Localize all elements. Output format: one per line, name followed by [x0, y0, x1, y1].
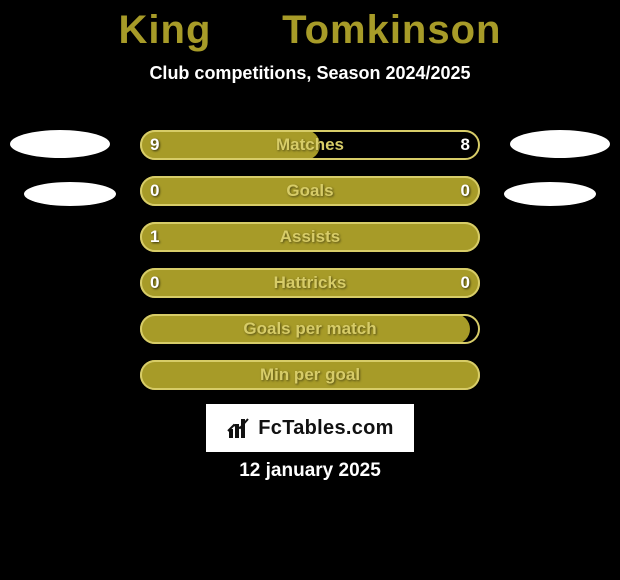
- stat-bar-track: Assists: [140, 222, 480, 252]
- player-a-name: King: [119, 8, 212, 52]
- stat-bar-fill: [140, 360, 480, 390]
- stat-bar-track: Hattricks: [140, 268, 480, 298]
- player-b-name: Tomkinson: [282, 8, 501, 52]
- stat-bar-track: Goals: [140, 176, 480, 206]
- stat-bar-fill: [140, 314, 470, 344]
- stat-bar-fill: [140, 176, 480, 206]
- brand-box: FcTables.com: [206, 404, 414, 452]
- stat-row: Assists1: [0, 222, 620, 252]
- stat-row: Matches98: [0, 130, 620, 160]
- page-title: King vs Tomkinson: [0, 8, 620, 53]
- stat-row: Hattricks00: [0, 268, 620, 298]
- stat-row: Goals00: [0, 176, 620, 206]
- stat-row: Min per goal: [0, 360, 620, 390]
- fctables-logo-icon: [226, 415, 252, 441]
- vs-separator: vs: [211, 8, 282, 52]
- stat-bar-fill: [140, 222, 480, 252]
- brand-text: FcTables.com: [258, 417, 394, 440]
- stat-bar-track: Goals per match: [140, 314, 480, 344]
- snapshot-date: 12 january 2025: [0, 460, 620, 482]
- stat-row: Goals per match: [0, 314, 620, 344]
- stat-bar-track: Min per goal: [140, 360, 480, 390]
- stat-bar-track: Matches: [140, 130, 480, 160]
- subtitle: Club competitions, Season 2024/2025: [0, 63, 620, 84]
- stat-bar-fill: [140, 268, 480, 298]
- stat-bar-fill: [140, 130, 320, 160]
